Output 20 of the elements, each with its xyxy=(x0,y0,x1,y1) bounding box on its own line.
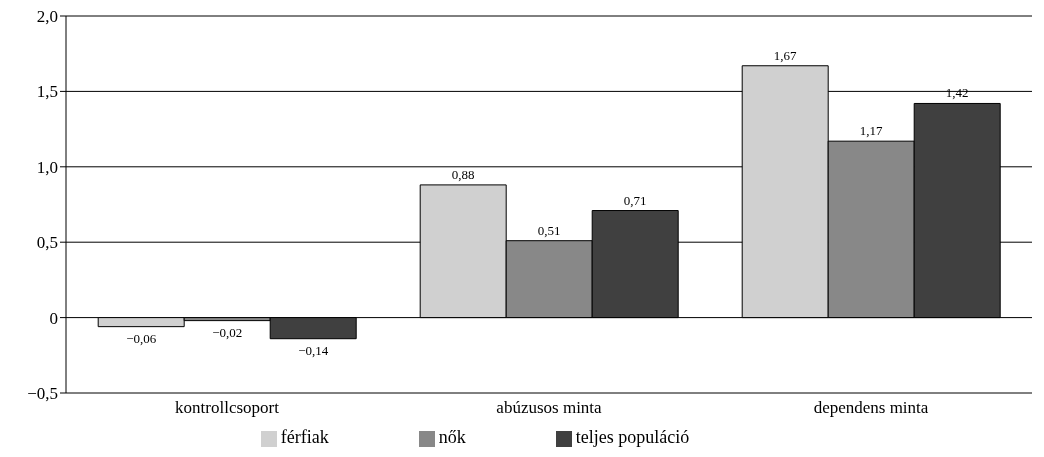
data-label: 0,71 xyxy=(623,192,647,208)
data-label: −0,02 xyxy=(212,324,243,340)
y-tick-label: 0 xyxy=(49,308,58,328)
data-label: −0,06 xyxy=(126,330,157,346)
y-tick-label: 1,5 xyxy=(36,82,58,102)
x-tick-label: kontrollcsoport xyxy=(175,398,280,418)
y-tick-label: 0,5 xyxy=(36,233,58,253)
x-tick-label: dependens minta xyxy=(813,398,929,418)
y-tick-label: 1,0 xyxy=(36,157,58,177)
x-tick-label: abúzusos minta xyxy=(496,398,603,418)
data-label: 0,51 xyxy=(537,222,561,238)
legend-label: férfiak xyxy=(280,427,329,447)
legend-label: nők xyxy=(438,427,466,447)
y-tick-label: 2,0 xyxy=(36,7,58,27)
data-label: 1,67 xyxy=(773,47,798,63)
data-label: 1,17 xyxy=(859,123,884,139)
data-label: 0,88 xyxy=(451,166,475,182)
y-tick-label: −0,5 xyxy=(27,384,58,404)
data-label: −0,14 xyxy=(298,342,329,358)
legend-label: teljes populáció xyxy=(575,427,690,447)
